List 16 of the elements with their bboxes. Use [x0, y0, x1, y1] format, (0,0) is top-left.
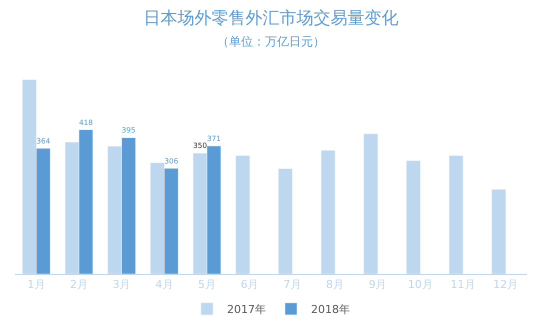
x-tick-label: 12月 — [493, 278, 518, 292]
x-tick-label: 5月 — [198, 278, 216, 292]
x-tick-label: 10月 — [408, 278, 433, 292]
x-tick-label: 6月 — [240, 278, 259, 292]
x-tick-label: 9月 — [368, 278, 387, 292]
x-tick-label: 1月 — [27, 278, 46, 292]
legend-label: 2017年 — [227, 303, 266, 316]
x-tick-label: 3月 — [112, 278, 131, 292]
x-tick-label: 4月 — [155, 278, 174, 292]
x-tick-label: 2月 — [70, 278, 88, 292]
x-tick-label: 7月 — [283, 278, 302, 292]
x-tick-label: 8月 — [326, 278, 344, 292]
legend-label: 2018年 — [311, 303, 350, 316]
chart-title: 日本场外零售外汇市场交易量变化 — [144, 8, 398, 28]
x-tick-label: 11月 — [450, 278, 476, 292]
chart-subtitle: （单位：万亿日元） — [217, 34, 325, 49]
